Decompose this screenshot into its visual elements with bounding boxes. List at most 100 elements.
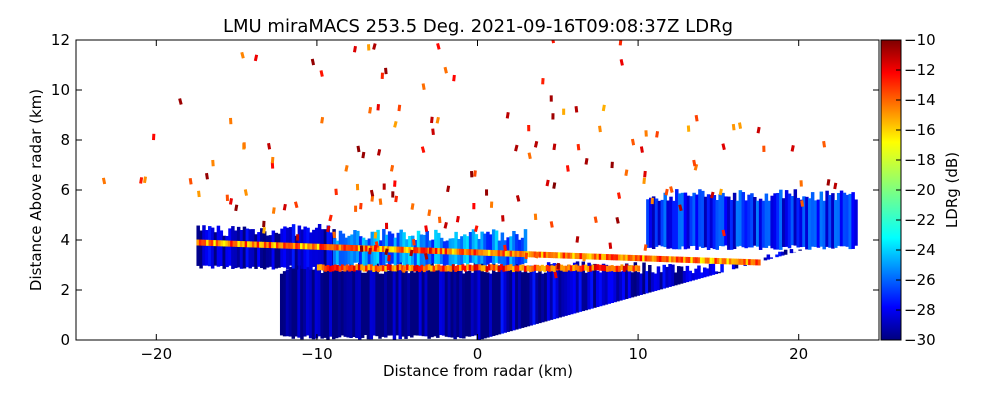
colorbar-tick-label: −14 (904, 91, 936, 109)
ldr-band-cell (439, 265, 443, 272)
ldr-cell (822, 200, 826, 250)
ldr-cell (384, 264, 388, 338)
ldr-speckle (686, 125, 691, 132)
ldr-cell (430, 262, 434, 338)
ldr-band-cell (589, 253, 593, 260)
ldr-cell (727, 196, 731, 250)
ldr-cell (688, 270, 693, 282)
ldr-band-cell (396, 264, 400, 271)
ldr-speckle (541, 77, 545, 85)
ldr-cell (337, 269, 342, 338)
ldr-cell (231, 226, 235, 269)
ldr-band-cell (357, 245, 361, 252)
ldr-cell (500, 268, 505, 334)
ldr-cell (360, 272, 365, 338)
ldr-band-cell (651, 255, 655, 262)
ldr-speckle (387, 254, 391, 262)
ldr-cell (308, 269, 313, 339)
ldr-cell (799, 199, 803, 248)
colorbar-tick-label: −26 (904, 271, 936, 289)
ldr-speckle (431, 128, 435, 136)
ldr-cell (483, 272, 487, 339)
ldr-band-cell (642, 255, 646, 262)
ldr-band-cell (401, 246, 405, 253)
ldr-band-cell (365, 265, 368, 272)
ldr-cell (424, 270, 428, 337)
ldr-cell (456, 267, 460, 338)
ldr-cell (636, 272, 640, 296)
ldr-band-cell (437, 248, 441, 255)
ldr-band-cell (620, 254, 624, 261)
ldr-cell (399, 229, 403, 263)
ldr-speckle (270, 162, 275, 169)
ldr-band-cell (495, 250, 499, 257)
ldr-band-cell (222, 240, 226, 247)
ldr-cell (486, 231, 490, 265)
ldr-band-cell (256, 241, 260, 248)
ldr-cell (311, 269, 316, 340)
ldr-speckle (718, 188, 723, 196)
ldr-cell (470, 272, 475, 337)
ldr-cell (363, 272, 368, 336)
ldr-cell (630, 272, 635, 298)
ldr-band-cell (519, 250, 523, 257)
ldr-speckle (616, 192, 622, 199)
ldr-band-cell (466, 264, 470, 271)
ldr-cell (378, 273, 382, 339)
ldr-cell (708, 263, 713, 276)
ldr-band-cell (403, 246, 407, 253)
ldr-cell (323, 267, 327, 338)
ldr-band-cell (565, 265, 568, 272)
ldr-band-cell (654, 255, 658, 262)
ldr-speckle (639, 146, 644, 153)
ldr-band-cell (331, 244, 335, 251)
ldr-band-cell (521, 264, 525, 271)
ldr-band-cell (724, 258, 727, 265)
ldr-cell (453, 268, 457, 340)
ldr-band-cell (312, 243, 315, 250)
ldr-cell (355, 269, 359, 339)
ldr-cell (434, 229, 438, 264)
ldr-band-cell (521, 251, 525, 258)
ldr-cell (567, 264, 571, 316)
ldr-band-cell (687, 256, 691, 263)
ldr-band-cell (709, 257, 713, 264)
ldr-band-cell (716, 258, 720, 265)
ldr-cell (798, 249, 802, 251)
ldr-cell (720, 261, 724, 273)
ldr-speckle (234, 204, 239, 212)
ldr-band-cell (516, 250, 520, 257)
ldr-band-cell (420, 264, 424, 271)
ldr-band-cell (326, 244, 330, 251)
ldr-cell (372, 262, 376, 336)
ldr-cell (309, 232, 313, 270)
ldr-speckle (533, 140, 539, 148)
ldr-cell (572, 262, 577, 314)
ldr-band-cell (459, 248, 462, 255)
ldr-band-cell (425, 264, 429, 271)
ldr-band-cell (309, 243, 313, 250)
ldr-cell (747, 194, 751, 248)
ldr-cell (575, 261, 580, 313)
ldr-cell (358, 262, 362, 340)
ldr-band-cell (603, 253, 607, 260)
ldr-band-cell (630, 254, 633, 261)
ldr-speckle (618, 40, 623, 46)
ldr-cell (361, 237, 366, 268)
ldr-cell (512, 230, 516, 268)
ldr-band-cell (512, 250, 515, 257)
ldr-band-cell (622, 254, 626, 261)
ldr-speckle (376, 149, 382, 156)
ldr-speckle (139, 177, 144, 184)
ldr-band-cell (297, 243, 301, 250)
ldr-cell (326, 262, 330, 340)
ldr-cell (805, 196, 809, 250)
ldr-speckle (368, 247, 372, 255)
ldr-speckle (332, 231, 336, 239)
ldr-cell (344, 237, 349, 268)
ldr-speckle (443, 66, 448, 74)
ldr-cell (300, 263, 304, 340)
ldr-band-cell (752, 259, 756, 266)
ldr-cell (770, 195, 774, 249)
ldr-band-cell (434, 264, 438, 271)
